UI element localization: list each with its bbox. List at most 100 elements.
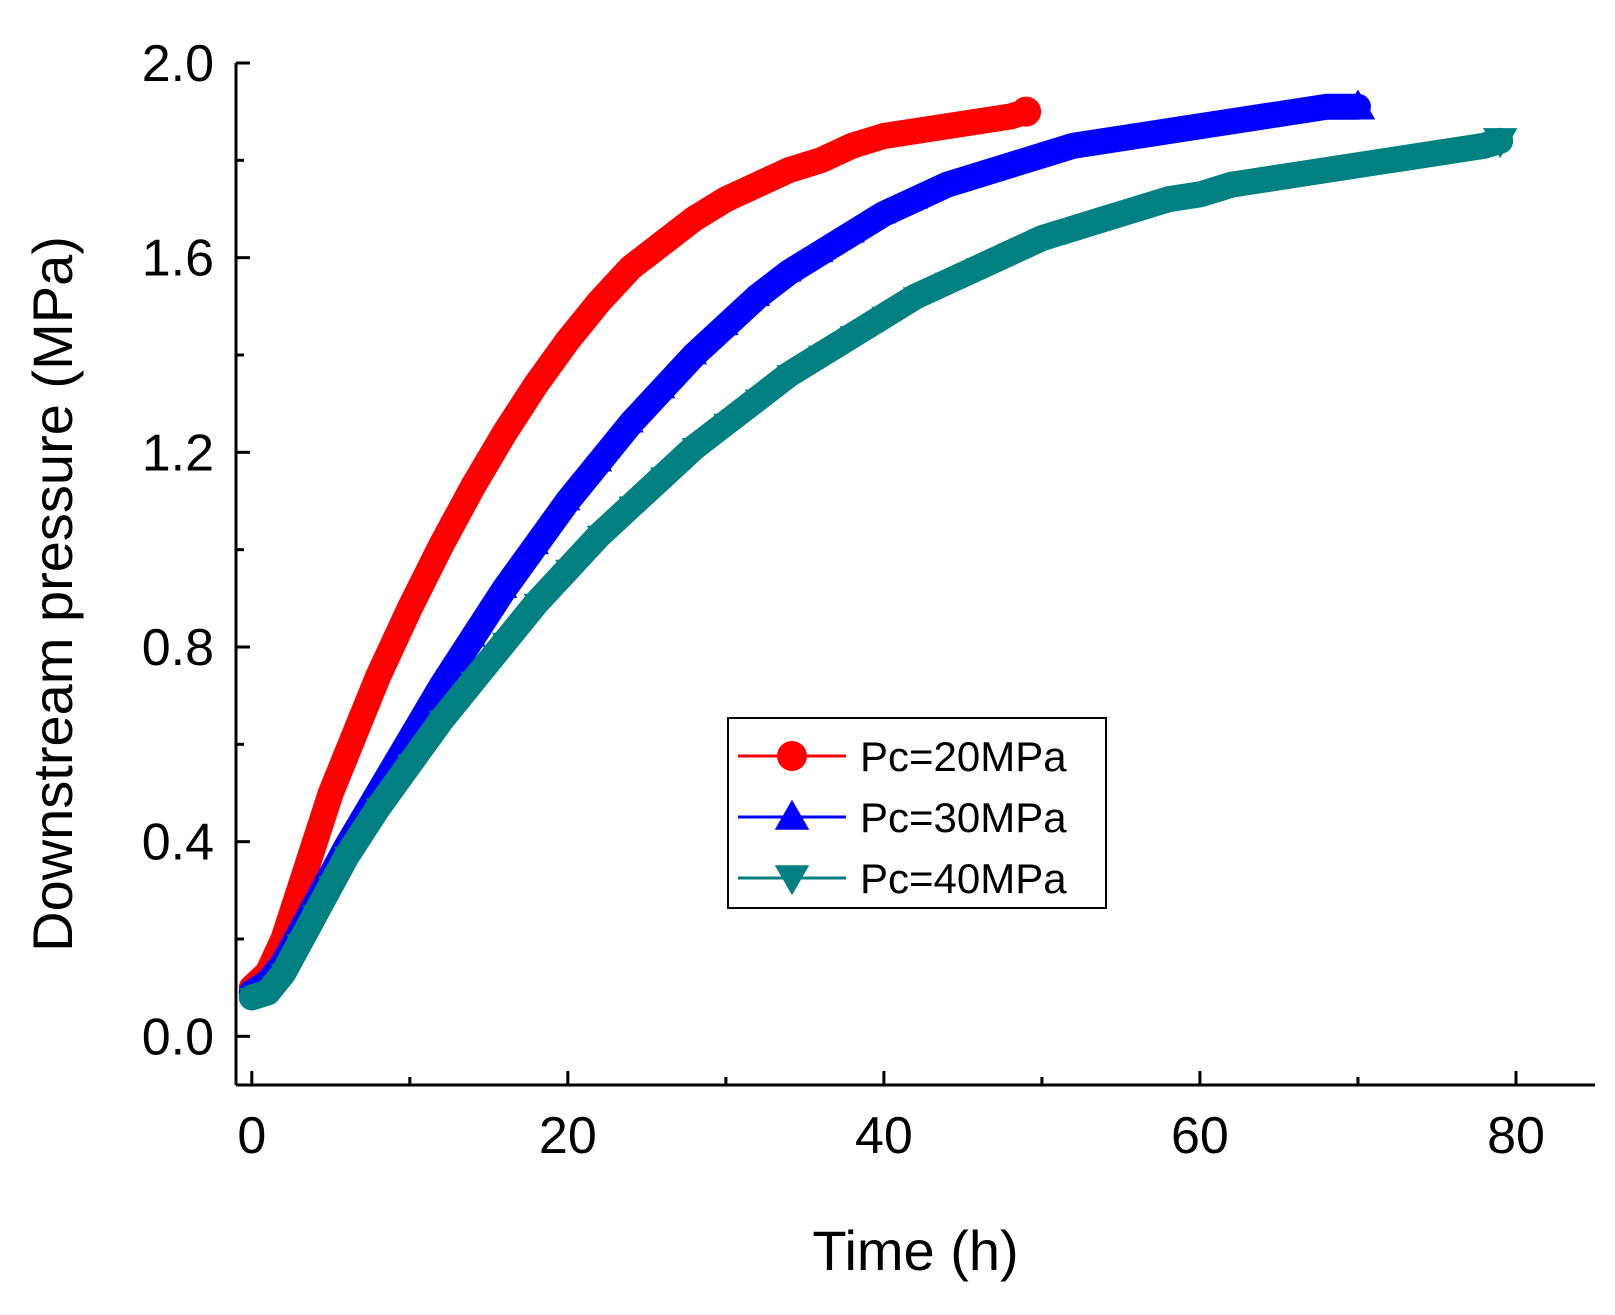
y-tick-label: 0.8 — [142, 619, 214, 677]
data-point — [1471, 136, 1498, 159]
legend-label: Pc=20MPa — [860, 733, 1067, 780]
data-point — [683, 207, 706, 230]
data-point — [1250, 170, 1276, 193]
data-point — [902, 186, 929, 209]
legend-item: Pc=20MPa — [738, 733, 1067, 780]
data-point — [460, 624, 486, 647]
data-point — [872, 125, 895, 147]
data-point — [523, 532, 549, 555]
data-point — [1060, 133, 1087, 156]
data-point — [808, 345, 834, 368]
data-point — [651, 232, 674, 255]
y-tick-label: 1.6 — [142, 230, 214, 288]
data-point — [839, 326, 865, 349]
x-axis-title: Time (h) — [812, 1219, 1018, 1282]
data-point — [746, 173, 769, 196]
data-point — [254, 983, 281, 1006]
legend-marker — [777, 741, 807, 771]
data-point — [335, 743, 358, 766]
data-point — [491, 632, 518, 655]
y-tick-label: 2.0 — [142, 35, 214, 93]
data-point — [744, 283, 771, 306]
x-tick-label: 40 — [855, 1107, 913, 1165]
data-point — [462, 475, 485, 498]
axis-ticks: 0 20 40 60 80 0.0 0.4 0.8 1.2 1.6 2.0 — [142, 35, 1545, 1165]
data-point — [365, 798, 391, 821]
data-point — [1250, 103, 1276, 126]
data-point — [1187, 185, 1213, 208]
data-point — [430, 533, 453, 556]
data-point — [586, 525, 613, 548]
data-point — [650, 467, 676, 490]
x-tick-label: 80 — [1487, 1107, 1545, 1165]
data-point — [523, 593, 549, 616]
data-point — [904, 120, 927, 143]
data-point — [650, 376, 676, 399]
data-point — [302, 905, 328, 928]
data-point — [1092, 128, 1118, 151]
data-point — [397, 754, 423, 777]
data-point — [841, 134, 864, 157]
data-point — [1218, 175, 1245, 198]
data-point — [871, 201, 897, 224]
data-point — [1440, 141, 1466, 164]
data-point — [618, 410, 644, 433]
data-point — [1187, 113, 1213, 136]
y-tick-label: 1.2 — [142, 424, 214, 482]
data-point — [555, 488, 581, 511]
data-point — [318, 876, 344, 899]
data-point — [1282, 165, 1308, 188]
data-point — [713, 413, 739, 436]
data-point — [270, 963, 297, 986]
data-point — [681, 342, 707, 365]
legend-label: Pc=40MPa — [860, 855, 1067, 902]
data-point — [556, 329, 579, 352]
data-point — [588, 290, 611, 313]
data-point — [1124, 199, 1150, 222]
data-point — [555, 559, 581, 582]
data-point — [1029, 142, 1055, 165]
data-point — [809, 149, 832, 172]
data-point — [428, 673, 455, 696]
data-point — [1376, 150, 1403, 173]
data-point — [319, 782, 342, 804]
data-point — [525, 373, 548, 396]
data-point — [776, 259, 802, 282]
y-tick-label: 0.0 — [142, 1008, 214, 1066]
legend-marker — [774, 865, 810, 896]
data-point — [1408, 146, 1434, 169]
data-point — [333, 846, 360, 869]
y-axis-title: Downstream pressure (MPa) — [21, 236, 84, 952]
data-point — [620, 256, 643, 279]
data-point — [304, 830, 327, 853]
data-point — [778, 159, 801, 182]
data-point — [1313, 160, 1340, 183]
data-point — [744, 389, 771, 412]
series-layer — [238, 89, 1518, 1011]
data-point — [713, 313, 739, 336]
data-point — [997, 243, 1023, 266]
data-point — [936, 115, 959, 138]
plot-area: 0 20 40 60 80 0.0 0.4 0.8 1.2 1.6 2.0 — [142, 35, 1595, 1165]
data-point — [808, 240, 834, 263]
data-point — [428, 710, 455, 733]
data-point — [493, 421, 516, 444]
data-point — [839, 220, 865, 243]
data-point — [1155, 118, 1181, 141]
legend-marker — [774, 799, 810, 830]
data-point — [239, 988, 265, 1011]
x-tick-label: 20 — [539, 1107, 597, 1165]
data-point — [1124, 123, 1150, 146]
data-point — [1155, 189, 1181, 212]
legend-label: Pc=30MPa — [860, 794, 1067, 841]
data-point — [460, 671, 486, 694]
data-point — [934, 272, 960, 295]
data-point — [966, 162, 992, 185]
data-point — [367, 665, 390, 688]
data-point — [1313, 94, 1340, 117]
x-tick-label: 60 — [1171, 1107, 1229, 1165]
y-tick-label: 0.4 — [142, 814, 214, 872]
data-point — [967, 110, 990, 133]
data-point — [1029, 228, 1055, 251]
